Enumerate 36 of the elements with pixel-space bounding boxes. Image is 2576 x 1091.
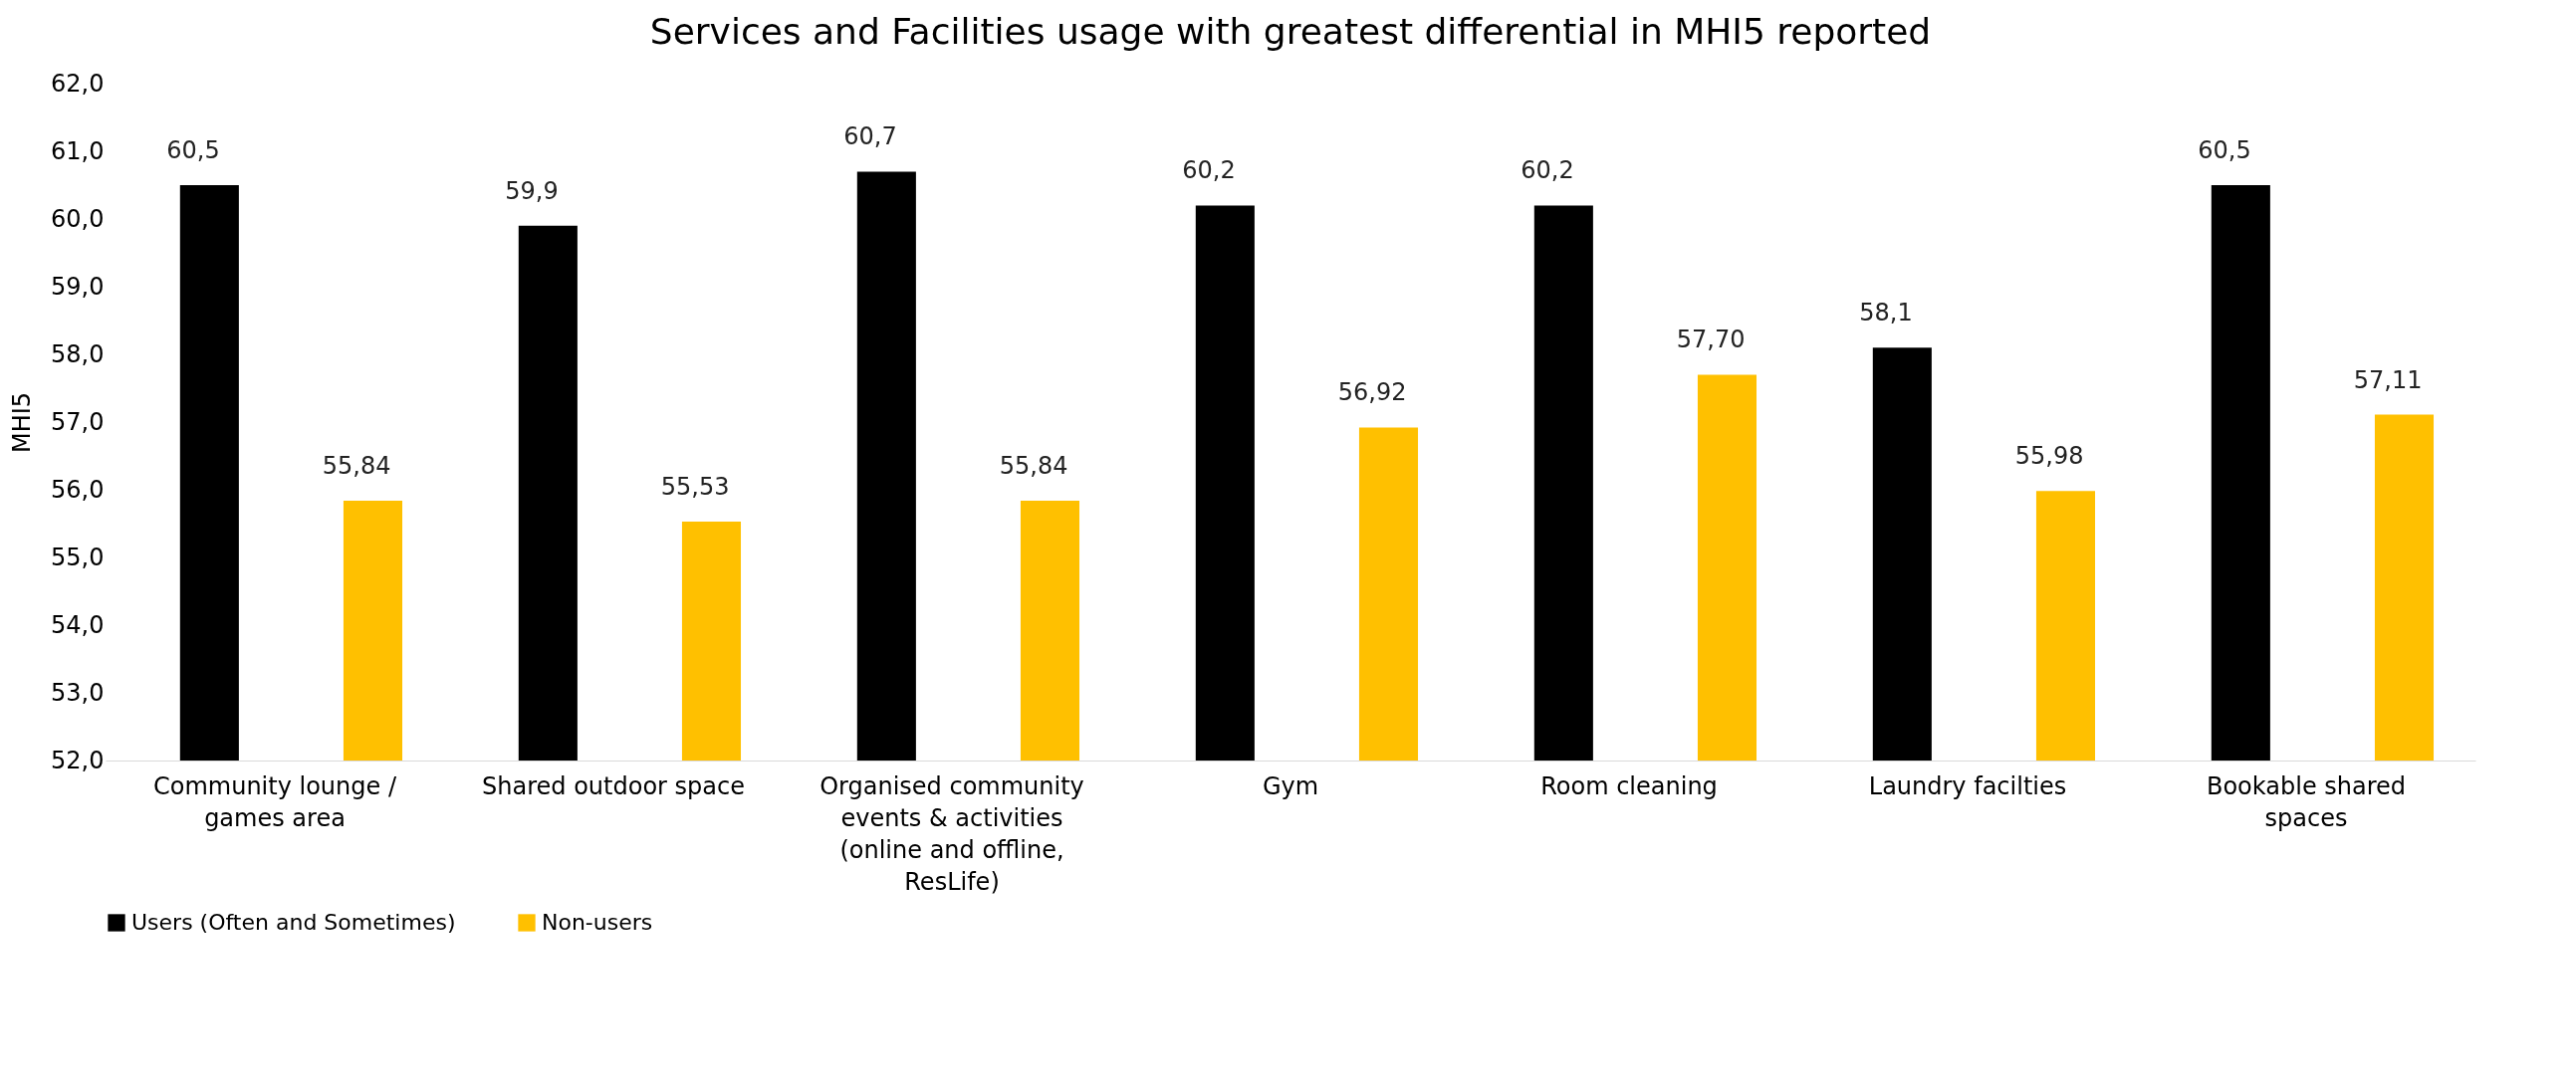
y-tick-label: 52,0 — [51, 746, 105, 774]
y-axis-title: MHI5 — [8, 391, 37, 454]
y-tick-label: 53,0 — [51, 678, 105, 707]
x-tick-label: Laundry facilties — [1868, 771, 2067, 800]
y-tick-label: 56,0 — [51, 475, 105, 504]
y-tick-label: 58,0 — [51, 339, 105, 368]
data-label: 55,53 — [660, 472, 730, 501]
x-tick-label: Bookable shared spaces — [2206, 771, 2407, 832]
x-tick-label: Gym — [1262, 771, 1319, 800]
x-tick-label: Community lounge / games area — [152, 771, 397, 832]
data-label: 60,7 — [843, 122, 897, 151]
x-tick-label: Room cleaning — [1540, 771, 1718, 800]
data-label: 60,5 — [166, 136, 220, 164]
data-label: 59,9 — [505, 176, 559, 205]
data-label: 55,84 — [999, 451, 1068, 480]
y-tick-label: 55,0 — [51, 543, 105, 571]
y-tick-label: 54,0 — [51, 610, 105, 639]
legend-label: Non-users — [542, 910, 653, 935]
data-label: 57,11 — [2353, 365, 2423, 394]
legend-label: Users (Often and Sometimes) — [131, 910, 456, 935]
y-tick-label: 60,0 — [51, 204, 105, 233]
data-label: 58,1 — [1859, 299, 1913, 327]
data-label: 55,84 — [322, 451, 391, 480]
data-label: 55,98 — [2014, 442, 2084, 471]
data-label: 60,5 — [2198, 136, 2251, 164]
y-tick-label: 61,0 — [51, 136, 105, 165]
chart-title: Services and Facilities usage with greatest differential in MHI5 reported — [649, 11, 1932, 52]
x-tick-label: Shared outdoor space — [482, 771, 745, 800]
y-tick-label: 57,0 — [51, 407, 105, 436]
y-tick-label: 62,0 — [51, 69, 105, 98]
data-label: 57,70 — [1676, 326, 1746, 354]
data-label: 60,2 — [1182, 156, 1236, 185]
x-tick-label: Organised community events & activities (online and offline, ResLife) — [820, 771, 1084, 896]
data-label: 60,2 — [1521, 156, 1574, 185]
y-tick-label: 59,0 — [51, 272, 105, 301]
data-label: 56,92 — [1337, 378, 1407, 407]
